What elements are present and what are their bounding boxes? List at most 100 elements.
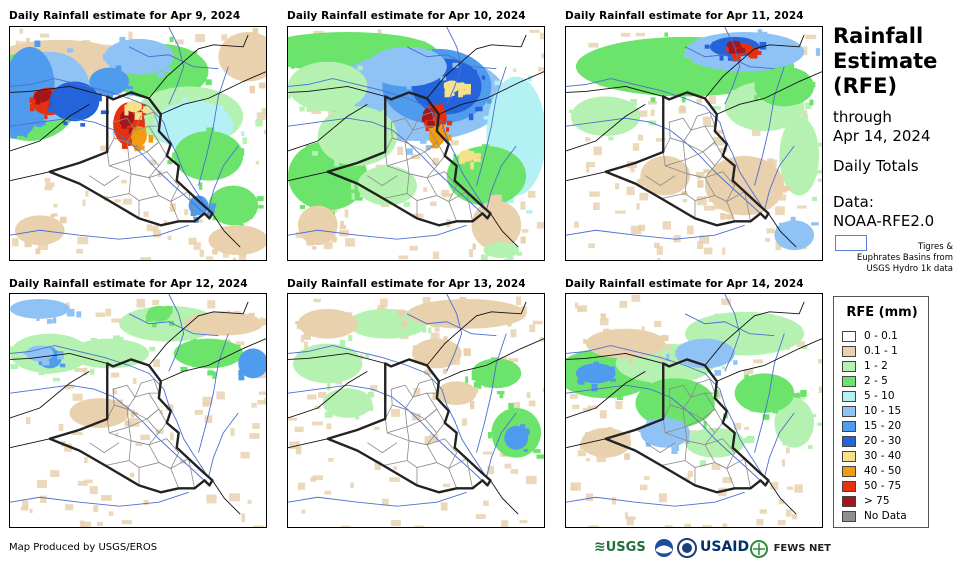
dos-seal-logo bbox=[677, 538, 697, 562]
legend-title: RFE (mm) bbox=[846, 305, 918, 320]
legend-label: 5 - 10 bbox=[864, 390, 895, 402]
rainfall-cell bbox=[297, 205, 338, 246]
legend-label: 40 - 50 bbox=[864, 465, 902, 477]
country-border bbox=[604, 91, 770, 227]
rainfall-map-apr12 bbox=[9, 293, 267, 528]
through-label: through bbox=[833, 108, 892, 126]
rainfall-cell bbox=[570, 96, 641, 137]
rainfall-map-apr11 bbox=[565, 26, 823, 261]
rainfall-map-apr9 bbox=[9, 26, 267, 261]
rainfall-cell bbox=[734, 373, 795, 413]
fewsnet-logo: FEWS NET bbox=[750, 538, 831, 558]
main-title-line3: (RFE) bbox=[833, 74, 898, 98]
panel-title-apr11: Daily Rainfall estimate for Apr 11, 2024 bbox=[565, 10, 804, 22]
legend-swatch bbox=[842, 481, 856, 492]
map-canvas bbox=[566, 27, 822, 260]
rainfall-cell bbox=[436, 381, 477, 406]
legend-label: 0 - 0.1 bbox=[864, 330, 898, 342]
partner-logos: ≋USGS USAID FEWS NET bbox=[594, 538, 831, 562]
data-source: NOAA-RFE2.0 bbox=[833, 212, 935, 230]
legend-swatch bbox=[842, 496, 856, 507]
rainfall-cell bbox=[183, 311, 264, 336]
legend-swatch bbox=[842, 406, 856, 417]
through-date: Apr 14, 2024 bbox=[833, 127, 931, 145]
legend-label: 15 - 20 bbox=[864, 420, 902, 432]
legend-swatch bbox=[842, 466, 856, 477]
rainfall-field bbox=[288, 31, 544, 260]
rainfall-cell bbox=[446, 145, 527, 206]
usaid-logo-text: USAID bbox=[700, 539, 750, 555]
rainfall-cell bbox=[173, 338, 244, 369]
rainfall-cell bbox=[347, 308, 427, 339]
rainfall-cell bbox=[357, 165, 417, 206]
neighbour-borders bbox=[10, 34, 266, 248]
rainfall-cell bbox=[635, 378, 715, 428]
panel-title-apr12: Daily Rainfall estimate for Apr 12, 2024 bbox=[9, 278, 248, 290]
legend-swatch bbox=[842, 331, 856, 342]
rainfall-map-apr10 bbox=[287, 26, 545, 261]
basin-legend-text: Tigres & Euphrates Basins from USGS Hydr… bbox=[833, 242, 953, 275]
rainfall-map-apr13 bbox=[287, 293, 545, 528]
rainfall-cell bbox=[317, 106, 398, 166]
panel-title-apr9: Daily Rainfall estimate for Apr 9, 2024 bbox=[9, 10, 241, 22]
neighbour-borders bbox=[288, 34, 544, 248]
legend-label: 20 - 30 bbox=[864, 435, 902, 447]
legend-swatch bbox=[842, 436, 856, 447]
rainfall-cell bbox=[407, 298, 527, 329]
daily-totals-label: Daily Totals bbox=[833, 157, 919, 175]
rainfall-cell bbox=[322, 388, 373, 418]
map-canvas bbox=[566, 294, 822, 527]
rainfall-cell bbox=[779, 116, 820, 196]
country-border bbox=[326, 91, 492, 227]
neighbour-borders bbox=[566, 301, 822, 515]
country-border bbox=[326, 358, 492, 494]
neighbour-borders bbox=[10, 301, 266, 515]
map-canvas bbox=[10, 27, 266, 260]
main-title-line2: Estimate bbox=[833, 49, 938, 73]
usgs-logo-text: USGS bbox=[605, 540, 646, 555]
basin-lines bbox=[10, 27, 239, 240]
basin-note-line3: USGS Hydro 1k data bbox=[866, 264, 953, 274]
basin-lines bbox=[288, 294, 517, 507]
basin-note-line1: Tigres & bbox=[918, 242, 953, 252]
map-canvas bbox=[288, 294, 544, 527]
basin-lines bbox=[10, 294, 239, 507]
legend-label: 1 - 2 bbox=[864, 360, 888, 372]
neighbour-borders bbox=[288, 301, 544, 515]
country-border bbox=[604, 358, 770, 494]
rainfall-cell bbox=[188, 195, 209, 216]
country-border bbox=[48, 91, 214, 227]
rainfall-cell bbox=[292, 343, 363, 384]
legend-label: 30 - 40 bbox=[864, 450, 902, 462]
noaa-logo bbox=[654, 538, 674, 562]
panel-title-apr14: Daily Rainfall estimate for Apr 14, 2024 bbox=[565, 278, 804, 290]
rainfall-cell bbox=[208, 185, 259, 226]
rainfall-field bbox=[292, 296, 544, 459]
legend-label: > 75 bbox=[864, 495, 890, 507]
legend-swatch bbox=[842, 361, 856, 372]
country-border bbox=[48, 358, 214, 494]
main-title: Rainfall Estimate (RFE) bbox=[833, 24, 937, 99]
legend-label: 2 - 5 bbox=[864, 375, 888, 387]
basin-note-line2: Euphrates Basins from bbox=[856, 253, 953, 263]
rainfall-cell bbox=[288, 61, 368, 112]
fewsnet-logo-text: FEWS NET bbox=[773, 543, 831, 554]
basin-legend-swatch bbox=[835, 235, 867, 251]
legend-swatch bbox=[842, 376, 856, 387]
legend-swatch bbox=[842, 391, 856, 402]
usgs-logo: ≋USGS bbox=[594, 539, 646, 555]
data-label: Data: bbox=[833, 193, 874, 211]
legend-swatch bbox=[842, 451, 856, 462]
rainfall-map-apr14 bbox=[565, 293, 823, 528]
rainfall-cell bbox=[575, 363, 616, 384]
map-canvas bbox=[10, 294, 266, 527]
main-title-line1: Rainfall bbox=[833, 24, 924, 48]
rainfall-field bbox=[568, 29, 822, 251]
legend-label: 10 - 15 bbox=[864, 405, 902, 417]
usaid-logo: USAID bbox=[700, 539, 749, 555]
rainfall-cell bbox=[104, 38, 174, 75]
province-boundaries bbox=[645, 111, 752, 226]
legend-swatch bbox=[842, 346, 856, 357]
rfe-legend: RFE (mm) 0 - 0.1 0.1 - 1 1 - 2 2 - 5 5 - 10 1… bbox=[833, 296, 929, 528]
legend-label: No Data bbox=[864, 510, 907, 522]
